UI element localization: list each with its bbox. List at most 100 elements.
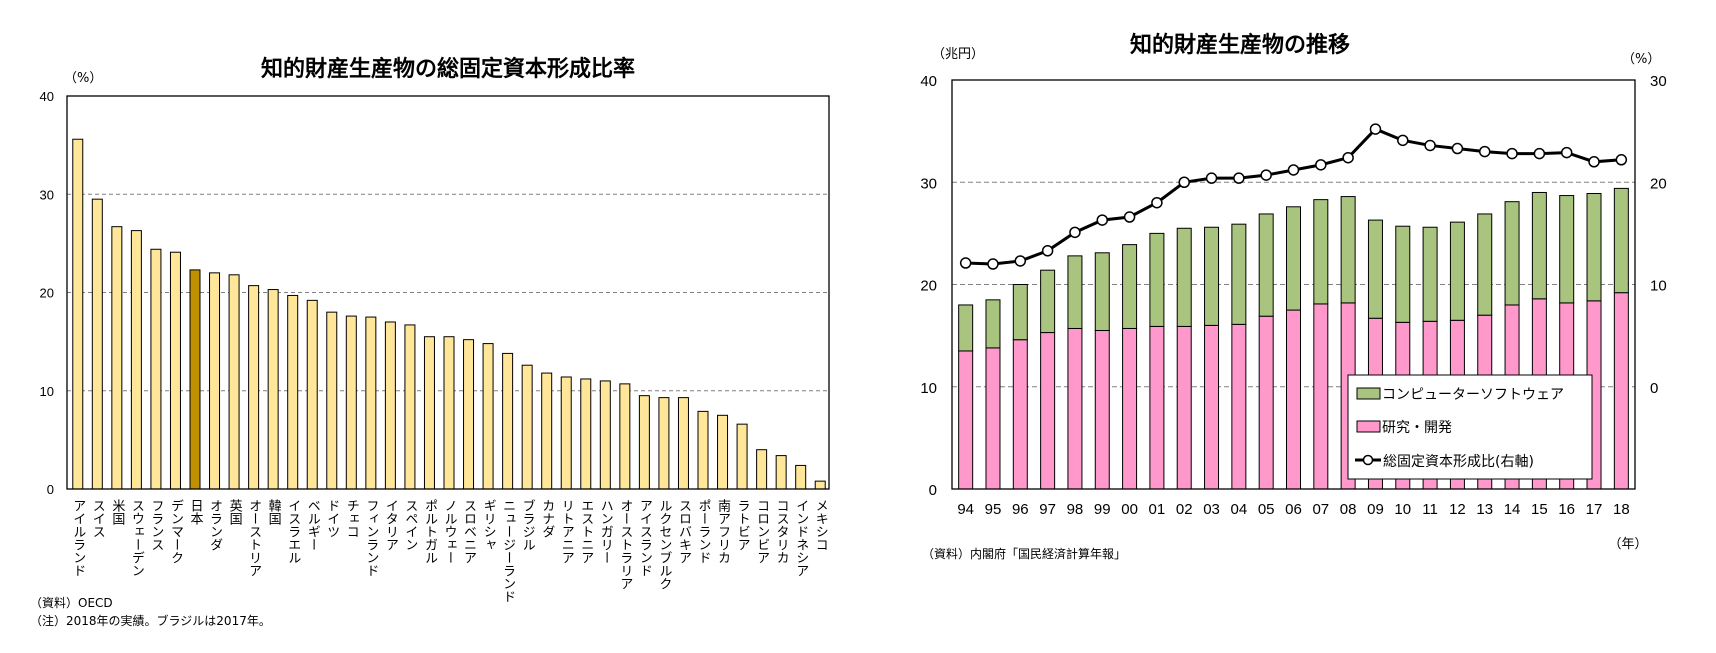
left-category-label: メキシコ xyxy=(813,499,828,551)
right-x-tick-label: 11 xyxy=(1422,501,1438,518)
left-category-label: ハンガリー xyxy=(598,499,613,564)
left-category-label: ブラジル xyxy=(520,498,535,551)
right-x-tick-label: 98 xyxy=(1067,501,1084,518)
right-x-tick-label: 17 xyxy=(1586,501,1603,518)
left-category-label: ドイツ xyxy=(324,499,339,538)
right-x-tick-label: 02 xyxy=(1176,501,1193,518)
left-category-label: ギリシャ xyxy=(481,499,496,551)
bar-software xyxy=(1367,219,1383,319)
left-bar xyxy=(404,324,416,490)
left-bar xyxy=(306,299,318,490)
bar-rd xyxy=(985,347,1001,490)
right-x-tick-label: 09 xyxy=(1367,501,1384,518)
right-x-tick-label: 00 xyxy=(1121,501,1138,518)
bar-software xyxy=(958,304,974,352)
left-bar xyxy=(248,285,260,490)
left-bar xyxy=(326,311,338,490)
bar-software xyxy=(1586,192,1602,302)
right-x-tick-label: 10 xyxy=(1394,501,1411,518)
left-bar xyxy=(111,226,123,490)
left-category-label: ポルトガル xyxy=(422,499,437,564)
left-category-label: 韓国 xyxy=(266,499,282,525)
bar-software xyxy=(1149,232,1165,327)
ratio-point xyxy=(1260,169,1272,181)
bar-software xyxy=(985,299,1001,349)
bar-software xyxy=(1067,255,1083,329)
left-category-label: エストニア xyxy=(578,499,593,564)
left-category-label: インドネシア xyxy=(793,499,808,577)
ratio-point xyxy=(1069,226,1081,239)
bar-software xyxy=(1477,213,1493,316)
right-y-tick-label-right: 0 xyxy=(1650,380,1658,397)
ratio-point xyxy=(1123,211,1136,223)
left-bar xyxy=(443,336,455,490)
bar-software xyxy=(1340,196,1356,304)
bar-rd xyxy=(1204,324,1220,490)
left-y-tick-label: 20 xyxy=(40,286,54,301)
left-bar xyxy=(599,380,611,490)
legend-swatch-rd xyxy=(1356,420,1381,433)
left-y-tick-label: 40 xyxy=(40,89,54,104)
left-bar xyxy=(521,364,533,490)
right-x-unit: （年） xyxy=(1608,537,1647,552)
right-x-tick-label: 06 xyxy=(1285,501,1302,518)
bar-software xyxy=(1613,187,1629,294)
legend-label-ratio: 総固定資本形成比(右軸) xyxy=(1383,454,1534,470)
left-category-label: アイスランド xyxy=(637,499,652,577)
left-bar xyxy=(130,230,142,490)
bar-rd xyxy=(1286,309,1301,490)
left-bar xyxy=(541,372,553,490)
left-bar xyxy=(463,339,475,490)
ratio-point xyxy=(1615,154,1628,166)
bar-rd xyxy=(1258,315,1274,490)
ratio-point xyxy=(987,258,999,270)
ratio-point xyxy=(1451,142,1464,155)
ratio-point xyxy=(1096,214,1109,226)
bar-software xyxy=(1559,195,1575,304)
right-x-tick-label: 14 xyxy=(1504,501,1521,518)
right-y-unit-right: （%） xyxy=(1622,52,1660,67)
right-x-tick-label: 97 xyxy=(1039,501,1056,518)
right-y-tick-label-right: 30 xyxy=(1650,73,1667,90)
ratio-point xyxy=(1041,245,1054,257)
right-y-ticks-right: 0 10 20 30 xyxy=(1650,73,1667,397)
bar-rd xyxy=(1067,327,1083,490)
left-footnote: （注）2018年の実績。ブラジルは2017年。 xyxy=(30,613,271,628)
left-bar xyxy=(658,397,670,490)
bar-rd xyxy=(1313,303,1329,490)
left-category-label: フランス xyxy=(148,499,163,551)
bar-software xyxy=(1122,244,1138,329)
bar-rd xyxy=(1149,325,1165,490)
bar-software xyxy=(1094,252,1110,332)
ratio-point xyxy=(1014,255,1027,267)
left-category-label: オランダ xyxy=(207,499,222,551)
ratio-point xyxy=(1424,139,1436,152)
left-category-label: デンマーク xyxy=(168,499,183,564)
left-category-label: チェコ xyxy=(344,499,359,538)
left-bar xyxy=(756,449,768,490)
right-x-tick-label: 15 xyxy=(1531,501,1548,518)
bar-rd xyxy=(1040,332,1056,490)
left-bar xyxy=(228,274,240,490)
legend: コンピューターソフトウェア 研究・開発 総固定資本形成比(右軸) xyxy=(1347,374,1593,480)
left-category-label: 米国 xyxy=(109,499,125,525)
left-bar xyxy=(502,352,514,490)
right-plot-frame xyxy=(951,79,1636,490)
left-bar xyxy=(384,321,396,490)
bar-software xyxy=(1204,226,1220,326)
left-bar xyxy=(209,272,221,490)
right-y-tick-label-right: 10 xyxy=(1650,278,1667,295)
left-category-label: 英国 xyxy=(227,499,243,525)
bar-software xyxy=(1040,269,1056,334)
right-y-tick-label-left: 20 xyxy=(920,278,937,295)
right-line-series xyxy=(959,123,1628,270)
bar-software xyxy=(1286,206,1301,311)
ratio-point xyxy=(1315,159,1327,171)
left-bar xyxy=(717,414,729,490)
right-x-tick-label: 01 xyxy=(1149,501,1166,518)
bar-rd xyxy=(1012,339,1028,490)
left-category-label: スペイン xyxy=(402,499,418,551)
ratio-point xyxy=(1369,123,1382,135)
